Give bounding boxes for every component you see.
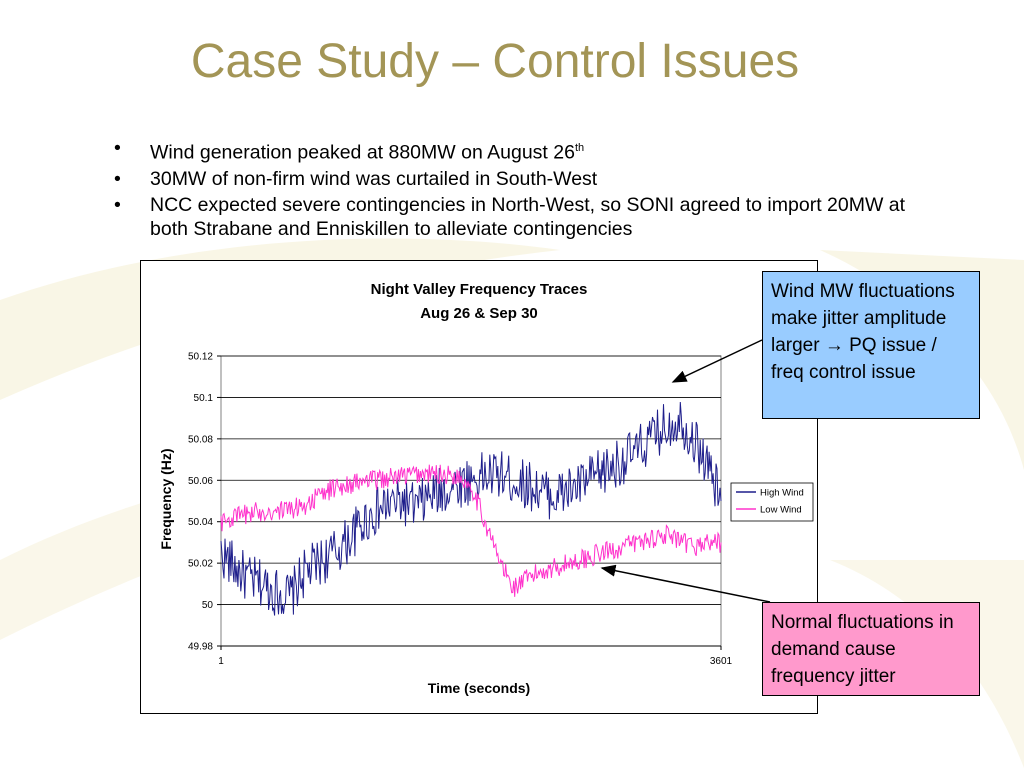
legend-label: Low Wind	[760, 505, 802, 516]
y-tick-label: 49.98	[188, 642, 213, 653]
arrow-to-low-wind-jitter	[600, 564, 771, 603]
y-tick-label: 50.02	[188, 559, 213, 570]
series-lines	[220, 401, 722, 616]
bullet-item: • 30MW of non-firm wind was curtailed in…	[110, 167, 910, 191]
x-tick-label: 3601	[710, 656, 733, 667]
chart-legend: High Wind Low Wind	[730, 482, 814, 522]
callout-wind-fluctuations: Wind MW fluctuations make jitter amplitu…	[762, 271, 980, 419]
x-axis-label: Time (seconds)	[428, 680, 530, 696]
bullet-marker: •	[114, 193, 121, 216]
legend-label: High Wind	[760, 488, 804, 499]
series-line-high-wind	[220, 401, 722, 616]
bullet-item: • Wind generation peaked at 880MW on Aug…	[110, 136, 910, 165]
y-tick-label: 50	[202, 600, 214, 611]
chart-frame: Night Valley Frequency Traces Aug 26 & S…	[140, 260, 818, 714]
series-line-low-wind	[220, 464, 722, 597]
bullet-item: • NCC expected severe contingencies in N…	[110, 193, 910, 241]
bullet-marker: •	[114, 137, 121, 159]
bullet-text: 30MW of non-firm wind was curtailed in S…	[150, 167, 598, 190]
y-tick-label: 50.1	[194, 393, 214, 404]
y-tick-label: 50.12	[188, 352, 213, 363]
x-tick-label: 1	[218, 656, 224, 667]
bullet-marker: •	[114, 167, 121, 190]
y-axis-ticks: 49.98 50 50.02 50.04 50.06 50.08 50.1 50.12	[188, 352, 221, 653]
chart-title: Night Valley Frequency Traces	[371, 281, 588, 298]
chart-subtitle: Aug 26 & Sep 30	[420, 305, 538, 322]
y-tick-label: 50.04	[188, 517, 213, 528]
bullet-text: NCC expected severe contingencies in Nor…	[150, 193, 906, 240]
y-axis-label: Frequency (Hz)	[158, 448, 174, 549]
bullet-text: Wind generation peaked at 880MW on Augus…	[150, 141, 575, 164]
bullet-list: • Wind generation peaked at 880MW on Aug…	[110, 136, 910, 243]
y-tick-label: 50.08	[188, 434, 213, 445]
y-tick-label: 50.06	[188, 476, 213, 487]
slide-title: Case Study – Control Issues	[190, 35, 800, 88]
frequency-chart: Night Valley Frequency Traces Aug 26 & S…	[158, 281, 814, 696]
x-axis-ticks: 1 3601	[218, 645, 733, 667]
legend-box	[730, 482, 814, 522]
bullet-superscript: th	[574, 142, 585, 154]
callout-normal-fluctuations: Normal fluctuations in demand cause freq…	[762, 602, 980, 696]
arrow-to-high-wind-peak	[671, 339, 763, 383]
